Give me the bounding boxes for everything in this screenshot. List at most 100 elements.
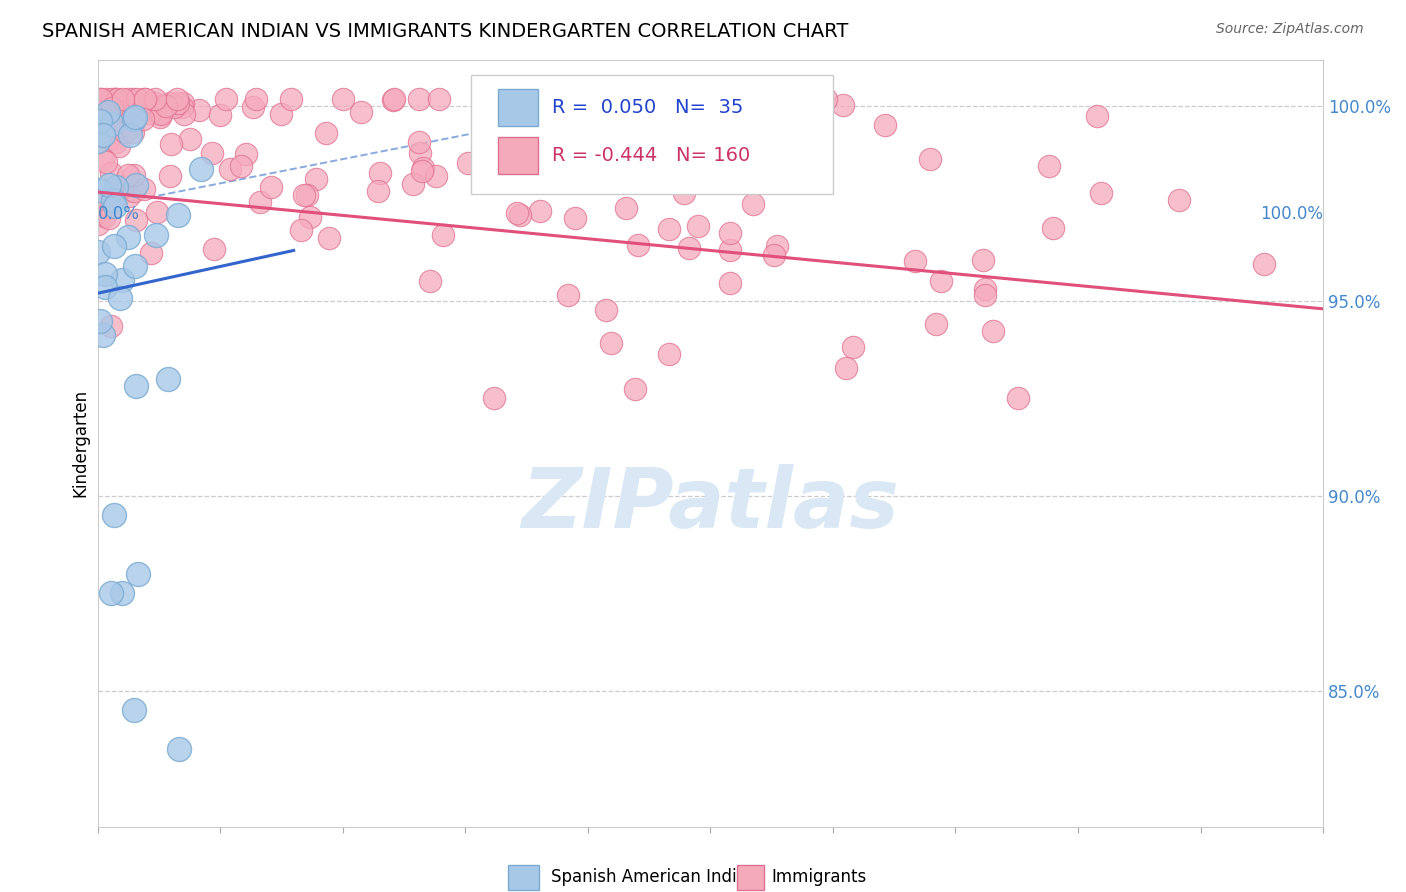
Point [974, 287, 997, 301]
Point [1007, 391, 1029, 405]
Point [87, 245, 110, 260]
Point [418, 273, 440, 287]
Point [925, 317, 948, 331]
Point [110, 292, 132, 306]
Point [159, 169, 181, 184]
Point [209, 108, 232, 122]
Point [91, 327, 114, 342]
Point [94, 104, 117, 119]
Point [104, 199, 127, 213]
Point [117, 91, 139, 105]
Point [131, 112, 153, 127]
Point [305, 172, 328, 186]
Point [815, 91, 838, 105]
Point [626, 237, 648, 252]
Point [91, 128, 114, 142]
Point [166, 91, 188, 105]
Point [769, 127, 792, 141]
Point [125, 379, 148, 393]
Point [595, 303, 617, 318]
Point [315, 126, 337, 140]
Point [741, 197, 763, 211]
Text: R =  0.050   N=  35: R = 0.050 N= 35 [553, 98, 744, 117]
Point [367, 184, 389, 198]
Point [101, 91, 124, 105]
Point [766, 149, 789, 163]
Point [111, 273, 134, 287]
Point [408, 91, 430, 105]
Point [763, 247, 786, 261]
Point [718, 226, 741, 240]
Point [219, 161, 242, 176]
Point [103, 508, 125, 523]
Point [100, 189, 122, 203]
Point [173, 107, 195, 121]
Point [710, 141, 733, 155]
Point [260, 179, 283, 194]
Point [111, 586, 134, 600]
Text: R = -0.444   N= 160: R = -0.444 N= 160 [553, 146, 751, 165]
Point [100, 586, 122, 600]
Point [1038, 159, 1060, 173]
Point [134, 181, 156, 195]
Point [87, 134, 110, 148]
Point [918, 152, 941, 166]
Point [91, 196, 114, 211]
Point [190, 162, 212, 177]
Point [929, 274, 952, 288]
Point [100, 319, 122, 334]
Point [280, 91, 302, 105]
Point [122, 112, 145, 126]
Point [134, 91, 156, 105]
Point [103, 239, 125, 253]
Point [202, 242, 225, 256]
Point [249, 194, 271, 209]
Point [765, 239, 787, 253]
Point [529, 204, 551, 219]
Point [718, 244, 741, 258]
Point [1090, 186, 1112, 200]
Point [124, 110, 146, 124]
Point [482, 391, 505, 405]
Point [167, 95, 190, 110]
Point [527, 91, 550, 105]
Point [149, 106, 172, 120]
Point [125, 178, 148, 192]
Point [627, 99, 650, 113]
Point [368, 166, 391, 180]
Point [143, 95, 166, 110]
Point [678, 241, 700, 255]
FancyBboxPatch shape [508, 865, 538, 889]
Point [214, 91, 236, 105]
Point [122, 125, 145, 139]
Point [1253, 256, 1275, 270]
Point [89, 313, 111, 327]
Y-axis label: Kindergarten: Kindergarten [72, 389, 89, 497]
Point [97, 132, 120, 146]
Point [172, 95, 194, 110]
Point [89, 91, 111, 105]
Point [105, 91, 128, 105]
FancyBboxPatch shape [498, 89, 537, 126]
Point [104, 135, 127, 149]
Point [245, 91, 267, 105]
Point [515, 150, 537, 164]
Point [91, 203, 114, 218]
Point [117, 168, 139, 182]
Point [581, 155, 603, 169]
Point [904, 254, 927, 268]
Point [97, 211, 120, 225]
Point [782, 153, 804, 167]
Text: ZIPatlas: ZIPatlas [522, 464, 900, 545]
FancyBboxPatch shape [471, 75, 832, 194]
Point [114, 125, 136, 139]
Point [101, 117, 124, 131]
Point [163, 100, 186, 114]
Point [332, 91, 354, 105]
Point [87, 183, 110, 197]
Point [835, 361, 858, 376]
Point [145, 228, 167, 243]
Point [111, 91, 134, 105]
Point [983, 324, 1005, 338]
Point [146, 100, 169, 114]
